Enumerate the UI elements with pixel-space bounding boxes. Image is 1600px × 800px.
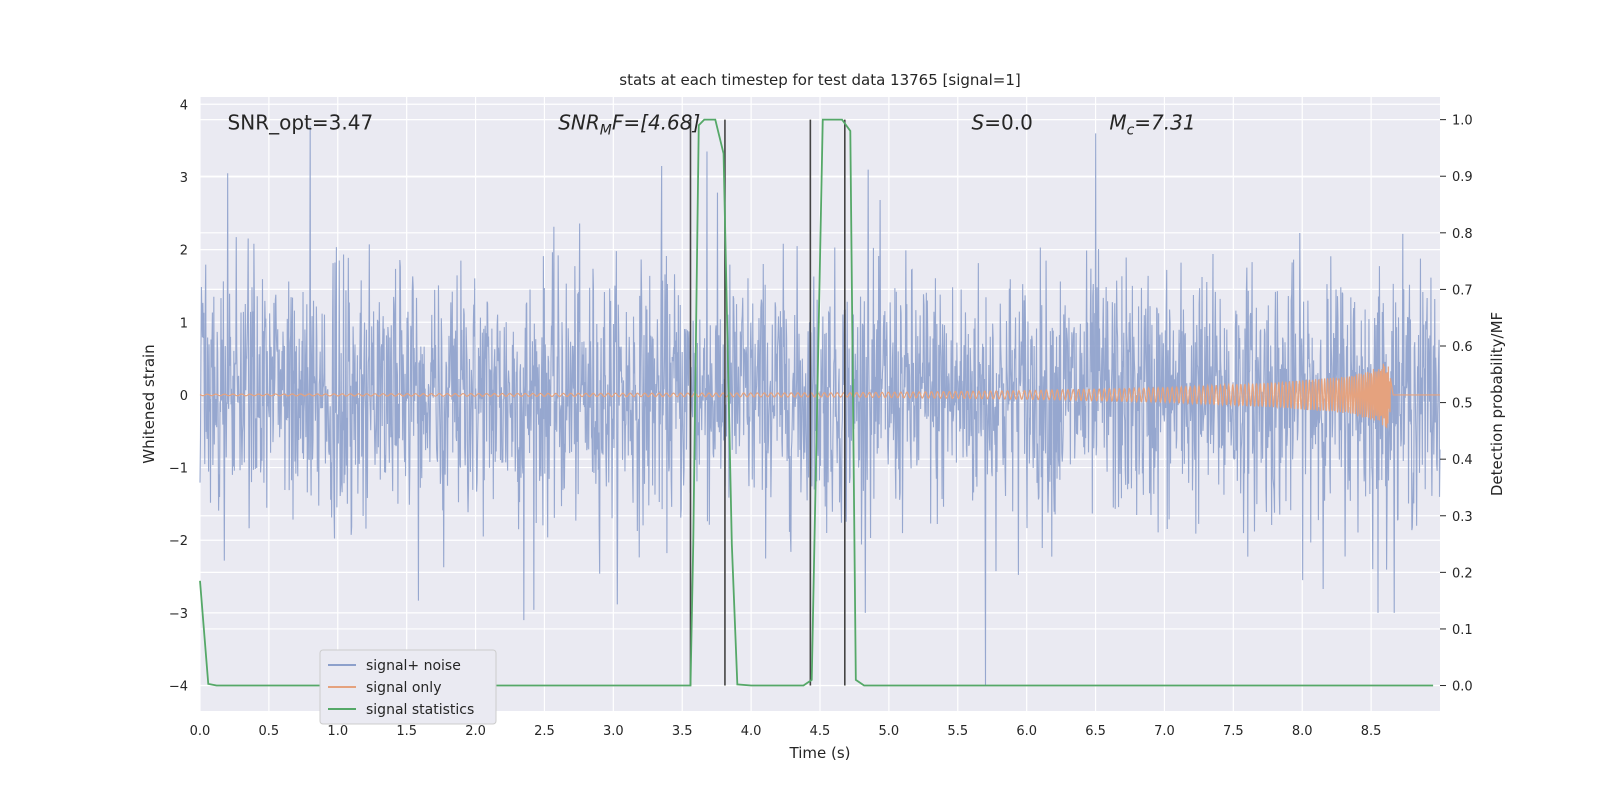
right-y-tick-label: 0.7 <box>1452 283 1473 298</box>
left-y-tick-label: −2 <box>169 534 188 549</box>
signal-noise-series <box>199 126 1441 686</box>
chart-title: stats at each timestep for test data 137… <box>619 71 1020 89</box>
legend: signal+ noise signal only signal statistic… <box>319 649 497 725</box>
legend-entry: signal statistics <box>366 702 474 718</box>
right-y-tick-label: 0.3 <box>1452 510 1473 525</box>
legend-entry: signal only <box>366 680 441 696</box>
right-y-axis-label: Detection probability/MF <box>1488 312 1506 496</box>
vertical-markers <box>689 119 846 686</box>
left-y-tick-label: −3 <box>169 607 188 622</box>
right-y-tick-label: 0.8 <box>1452 227 1473 242</box>
annotations: SNR_opt=3.47 SNRMF=[4.68] S=0.0 Mc=7.31 <box>228 110 1196 138</box>
x-tick-label: 0.0 <box>190 724 211 739</box>
right-y-tick-label: 0.2 <box>1452 566 1473 581</box>
x-tick-label: 3.5 <box>672 724 693 739</box>
left-y-tick-label: 4 <box>180 98 188 113</box>
right-y-tick-label: 1.0 <box>1452 114 1473 129</box>
legend-entry: signal+ noise <box>366 658 461 674</box>
x-tick-label: 7.5 <box>1223 724 1244 739</box>
left-y-tick-label: 2 <box>180 244 188 259</box>
right-y-tick-labels: 0.0 0.1 0.2 0.3 0.4 0.5 0.6 0.7 0.8 0.9 1.0 <box>1440 114 1473 695</box>
x-tick-label: 6.0 <box>1016 724 1037 739</box>
right-y-tick-label: 0.1 <box>1452 623 1473 638</box>
left-y-tick-label: 3 <box>180 171 188 186</box>
signal-noise-line <box>199 126 1441 686</box>
signal-only-line <box>199 363 1440 429</box>
x-tick-label: 6.5 <box>1085 724 1106 739</box>
left-y-tick-label: 0 <box>180 389 188 404</box>
x-tick-label: 2.0 <box>465 724 486 739</box>
x-tick-label: 8.5 <box>1361 724 1382 739</box>
left-y-tick-label: −4 <box>169 680 188 695</box>
annotation-text: SNR_opt=3.47 <box>228 110 374 134</box>
left-y-axis-label: Whitened strain <box>140 344 158 463</box>
x-tick-label: 4.5 <box>810 724 831 739</box>
left-y-tick-label: −1 <box>169 462 188 477</box>
x-tick-label: 0.5 <box>259 724 280 739</box>
x-tick-label: 5.5 <box>947 724 968 739</box>
signal-statistics-series <box>199 118 1434 687</box>
annotation-text: SNRMF=[4.68] <box>558 110 700 138</box>
left-y-tick-labels: −4 −3 −2 −1 0 1 2 3 4 <box>169 98 188 694</box>
x-tick-label: 7.0 <box>1154 724 1175 739</box>
x-axis-label: Time (s) <box>789 744 851 762</box>
annotation-text: S=0.0 <box>972 110 1033 134</box>
signal-statistics-line <box>199 118 1434 687</box>
right-y-tick-label: 0.5 <box>1452 397 1473 412</box>
right-y-tick-label: 0.6 <box>1452 340 1473 355</box>
x-tick-label: 2.5 <box>534 724 555 739</box>
x-tick-labels: 0.0 0.5 1.0 1.5 2.0 2.5 3.0 3.5 4.0 4.5 5.0 5.5 6.0 6… <box>190 724 1382 739</box>
right-y-tick-label: 0.9 <box>1452 170 1473 185</box>
x-tick-label: 1.0 <box>327 724 348 739</box>
x-tick-label: 8.0 <box>1292 724 1313 739</box>
right-y-tick-label: 0.4 <box>1452 453 1473 468</box>
x-tick-label: 4.0 <box>741 724 762 739</box>
signal-only-series <box>199 363 1440 429</box>
x-tick-label: 3.0 <box>603 724 624 739</box>
x-tick-label: 5.0 <box>879 724 900 739</box>
legend-box <box>319 649 497 725</box>
x-tick-label: 1.5 <box>396 724 417 739</box>
left-y-tick-label: 1 <box>180 316 188 331</box>
right-y-tick-label: 0.0 <box>1452 680 1473 695</box>
annotation-text: Mc=7.31 <box>1109 110 1195 138</box>
